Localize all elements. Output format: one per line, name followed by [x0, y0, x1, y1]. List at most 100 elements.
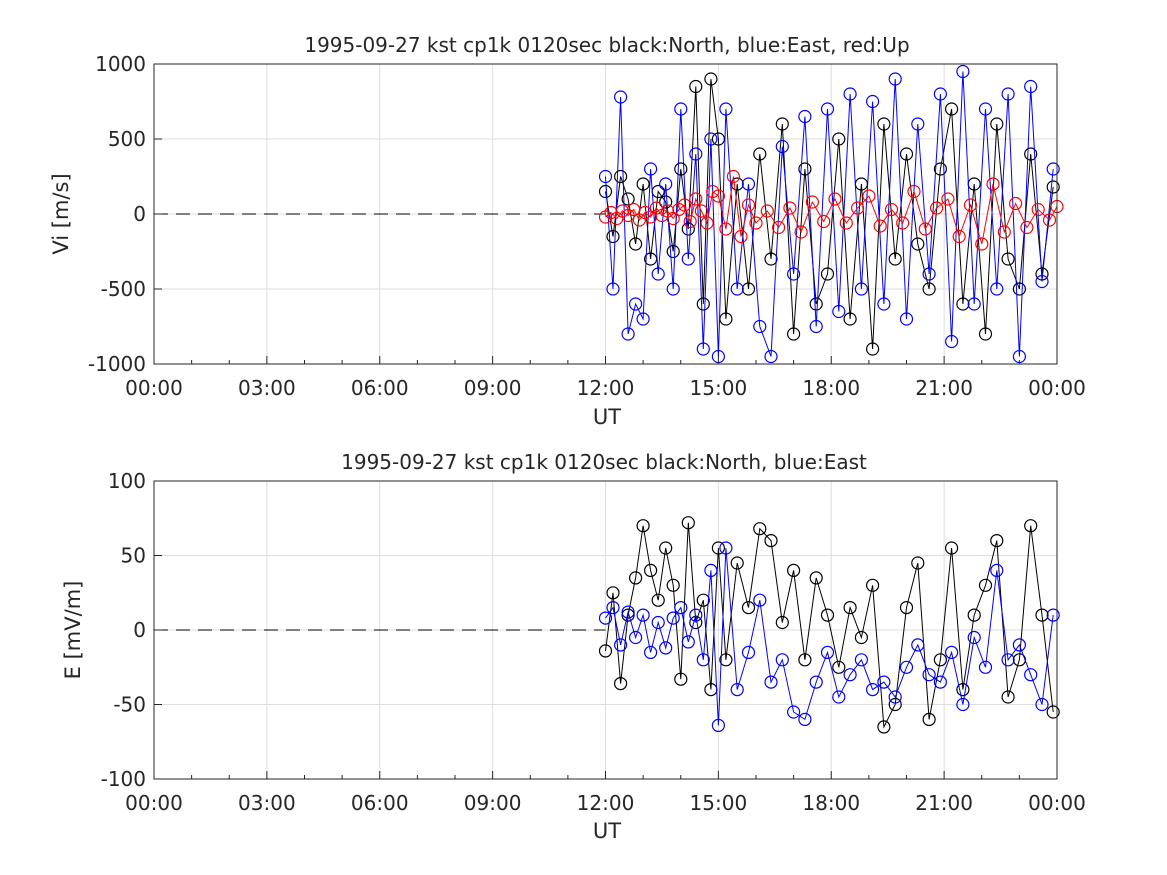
velocity-x-ticks: 00:00 03:00 06:00 09:00 12:00 15:00 18:00 21:00… — [125, 376, 1086, 400]
data-point — [978, 578, 993, 592]
data-point — [741, 198, 756, 212]
data-point — [922, 282, 936, 296]
x-tick-label: 00:00 — [1028, 791, 1086, 815]
x-tick-label: 15:00 — [690, 376, 748, 400]
plot-frame — [153, 63, 1058, 365]
x-tick-label: 18:00 — [802, 791, 860, 815]
data-point — [843, 312, 857, 326]
data-point — [967, 608, 981, 622]
data-point — [1001, 252, 1015, 266]
data-point — [775, 139, 789, 154]
x-tick-label: 15:00 — [690, 791, 748, 815]
data-point — [719, 222, 733, 236]
data-point — [719, 102, 733, 116]
data-point — [598, 611, 613, 625]
data-point — [734, 229, 748, 244]
data-point — [884, 202, 899, 217]
data-point — [956, 697, 970, 712]
y-tick-label: -50 — [113, 693, 146, 717]
data-point — [941, 192, 955, 206]
x-tick-label: 03:00 — [238, 376, 296, 400]
data-point — [764, 252, 778, 266]
series-line — [605, 547, 1054, 726]
data-point — [809, 297, 823, 311]
data-point — [764, 675, 778, 689]
data-point — [606, 600, 620, 615]
data-point — [636, 608, 650, 622]
data-point — [681, 516, 695, 530]
data-point — [990, 563, 1004, 578]
data-point — [1046, 180, 1060, 194]
data-point — [704, 132, 718, 146]
data-point — [899, 660, 914, 674]
data-point — [794, 225, 808, 239]
data-point — [628, 297, 643, 311]
data-point — [786, 327, 801, 341]
data-point — [741, 645, 756, 660]
data-point — [1035, 697, 1049, 712]
data-point — [704, 72, 718, 86]
data-point — [775, 653, 789, 667]
electric-field-title: 1995-09-27 kst cp1k 0120sec black:North,… — [341, 450, 867, 474]
data-point — [674, 162, 688, 176]
x-tick-label: 00:00 — [1028, 376, 1086, 400]
data-point — [877, 675, 891, 689]
data-point — [674, 672, 688, 686]
data-point — [730, 177, 744, 191]
data-point — [730, 556, 744, 570]
data-point — [1001, 87, 1015, 101]
electric-field-x-ticks: 00:00 03:00 06:00 09:00 12:00 15:00 18:00 21:00… — [125, 791, 1086, 815]
data-point — [674, 600, 688, 615]
data-point — [805, 195, 820, 209]
velocity-xlabel: UT — [593, 405, 621, 429]
data-point — [832, 660, 846, 674]
data-point — [711, 541, 726, 555]
data-point — [865, 682, 880, 697]
data-point — [933, 675, 948, 689]
plot-frame — [153, 480, 1058, 780]
data-point — [843, 600, 857, 615]
data-point — [820, 267, 835, 281]
data-point — [598, 184, 613, 199]
y-tick-label: -1000 — [88, 352, 146, 376]
data-point — [1035, 608, 1049, 622]
data-point — [952, 229, 966, 244]
data-point — [809, 675, 823, 689]
y-tick-label: -100 — [101, 767, 146, 791]
data-point — [956, 64, 970, 79]
data-point — [677, 198, 692, 212]
data-point — [922, 712, 936, 727]
x-tick-label: 21:00 — [915, 791, 973, 815]
data-point — [666, 578, 680, 592]
data-point — [990, 282, 1004, 296]
data-point — [786, 705, 801, 719]
y-tick-label: 100 — [108, 469, 146, 493]
y-tick-label: 1000 — [95, 52, 146, 76]
series-line — [605, 522, 1054, 729]
data-point — [933, 653, 948, 667]
data-point — [899, 147, 914, 161]
velocity-series-group — [598, 64, 1064, 364]
data-point — [711, 189, 726, 203]
data-point — [764, 349, 778, 364]
data-point — [896, 216, 910, 230]
data-point — [911, 556, 925, 570]
data-point — [922, 668, 936, 682]
x-tick-label: 21:00 — [915, 376, 973, 400]
data-point — [621, 608, 635, 622]
data-point — [850, 201, 865, 215]
data-point — [719, 541, 733, 555]
data-point — [963, 198, 978, 212]
data-point — [854, 282, 869, 296]
velocity-axes — [153, 63, 1058, 365]
data-point — [666, 244, 680, 259]
data-point — [636, 177, 650, 191]
data-point — [643, 162, 658, 176]
data-point — [832, 690, 846, 704]
data-point — [820, 102, 835, 116]
data-point — [628, 237, 643, 251]
series-north — [598, 516, 1060, 734]
data-point — [1024, 147, 1038, 161]
